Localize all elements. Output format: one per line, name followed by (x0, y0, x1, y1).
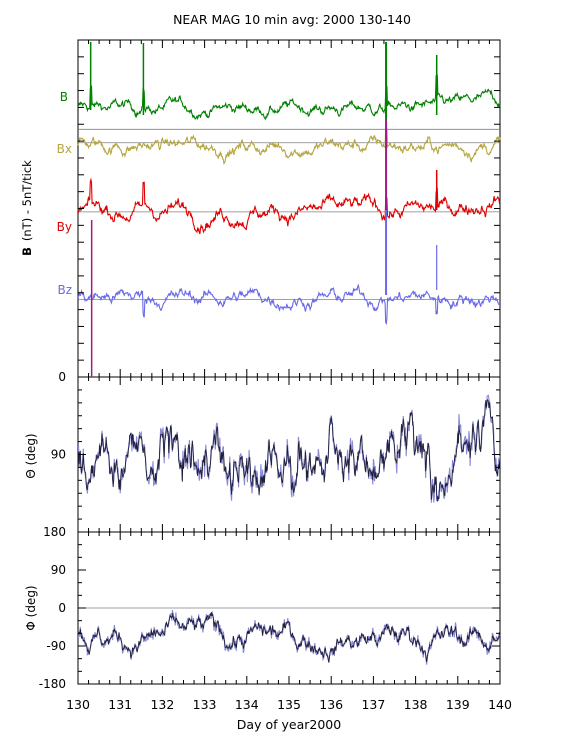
theta-panel (78, 394, 500, 503)
phi-series-line (78, 612, 500, 663)
x-tick-label: 130 (66, 697, 90, 712)
series-line-b (77, 74, 501, 121)
field-y-axis-label: B (nT) - 5nT/tick (20, 160, 34, 256)
theta-y-axis-label: Θ (deg) (24, 433, 38, 478)
x-tick-label: 135 (277, 697, 301, 712)
phi-ytick-label: -180 (39, 677, 66, 691)
x-tick-label: 134 (235, 697, 259, 712)
series-line-bx (77, 126, 501, 165)
field-y-axis-label-bold: B (20, 247, 34, 256)
x-tick-label: 140 (488, 697, 512, 712)
x-tick-label: 138 (404, 697, 428, 712)
theta-panel-frame (77, 376, 501, 533)
phi-series-shade (78, 610, 500, 665)
x-tick-label: 137 (361, 697, 385, 712)
x-tick-label: 133 (193, 697, 217, 712)
series-label-bz: Bz (57, 283, 72, 297)
series-line-bz (77, 283, 501, 326)
x-tick-label: 136 (319, 697, 343, 712)
axes: 130 131 132 133 134 135 136 137 138 139 140 90 180 90… (39, 39, 512, 712)
x-tick-label: 131 (108, 697, 132, 712)
x-tick-label: 132 (150, 697, 174, 712)
phi-panel (78, 607, 500, 665)
series-label-bx: Bx (57, 142, 72, 156)
x-tick-label: 139 (446, 697, 470, 712)
field-ytick-zero: 0 (58, 370, 66, 384)
field-panel (77, 42, 501, 377)
phi-ytick-label: 90 (51, 563, 66, 577)
theta-ytick-label: 90 (51, 448, 66, 462)
series-line-by (77, 177, 501, 235)
phi-ytick-label: 180 (43, 525, 66, 539)
chart-title: NEAR MAG 10 min avg: 2000 130-140 (173, 12, 411, 27)
svg-text:B(nT) - 5nT/tick: B (nT) - 5nT/tick (20, 160, 34, 256)
field-y-axis-label-unit: (nT) - 5nT/tick (20, 160, 34, 241)
series-label-b: B (60, 90, 68, 104)
series-label-by: By (57, 220, 72, 234)
phi-ytick-label: -90 (46, 639, 66, 653)
x-axis-label: Day of year2000 (237, 717, 341, 732)
phi-ytick-label: 0 (58, 601, 66, 615)
phi-y-axis-label: Φ (deg) (24, 585, 38, 630)
theta-series-line (78, 398, 500, 502)
